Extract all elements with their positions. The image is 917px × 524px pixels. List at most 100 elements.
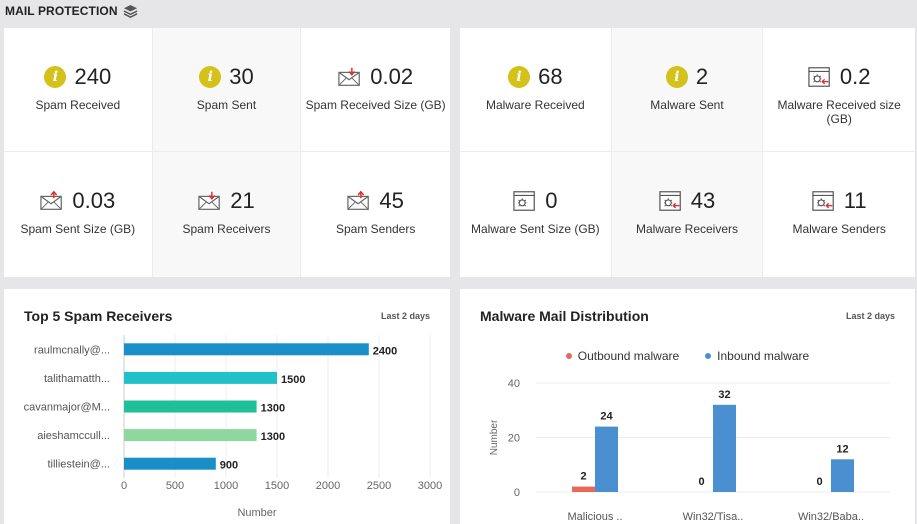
data-label: 1300: [261, 431, 285, 443]
metric-label: Malware Received: [485, 98, 585, 112]
metric-tile[interactable]: i 2 Malware Sent: [611, 28, 764, 152]
metric-value: 11: [843, 188, 867, 213]
metric-row: 45: [347, 188, 404, 214]
metric-label: Spam Receivers: [182, 222, 271, 236]
metric-label: Spam Sent Size (GB): [20, 222, 136, 236]
section-title: MAIL PROTECTION: [5, 4, 118, 18]
section-header: MAIL PROTECTION: [0, 0, 917, 22]
data-label: 2: [580, 471, 586, 483]
legend-label: Inbound malware: [717, 349, 810, 363]
metric-value: 43: [690, 188, 716, 213]
metric-value: 0.2: [839, 64, 871, 89]
legend-item[interactable]: Outbound malware: [565, 349, 680, 363]
x-tick-label: 500: [166, 480, 184, 492]
metric-label: Malware Received size (GB): [777, 98, 901, 126]
chart-title: Top 5 Spam Receivers: [24, 308, 173, 324]
metric-tile[interactable]: 11 Malware Senders: [763, 152, 915, 277]
metric-label: Malware Senders: [792, 222, 886, 236]
bar: [124, 343, 369, 356]
bar: [831, 459, 854, 492]
x-tick-label: 2500: [367, 480, 391, 492]
bug-window-in-icon: [659, 191, 681, 211]
metric-row: 21: [198, 188, 255, 214]
x-tick-label: 0: [121, 480, 127, 492]
metric-label: Malware Sent: [650, 98, 724, 112]
info-icon: i: [665, 66, 688, 88]
x-tick-label: 3000: [418, 480, 442, 492]
metric-tile[interactable]: 0.02 Spam Received Size (GB): [301, 28, 450, 152]
chart-period[interactable]: Last 2 days: [380, 311, 430, 321]
data-label: 900: [220, 460, 238, 472]
metric-row: 0.02: [338, 64, 413, 90]
metric-value: 68: [538, 64, 563, 89]
category-label: aieshamccull...: [37, 430, 110, 442]
data-label: 24: [600, 411, 613, 423]
y-tick-label: 20: [508, 433, 520, 445]
data-label: 12: [836, 443, 848, 455]
metric-row: i 68: [508, 64, 563, 90]
spam-receivers-chart: 0 500 1000 1500 2000 2500 3000 raulmcnally@... 2…: [24, 335, 442, 519]
bug-window-in-icon: [812, 191, 834, 211]
bar: [572, 486, 595, 492]
metric-row: 11: [812, 188, 867, 214]
spam-receivers-chart-panel: Top 5 Spam Receivers Last 2 days 0 500 100…: [4, 289, 450, 524]
malware-distribution-chart-panel: Malware Mail Distribution Last 2 days Ou…: [460, 289, 915, 524]
y-axis-title: Number: [489, 419, 500, 455]
metric-tile[interactable]: 43 Malware Receivers: [611, 152, 764, 277]
envelope-in-icon: [338, 67, 361, 86]
bar: [124, 371, 277, 384]
metric-row: 0: [513, 188, 557, 214]
metric-tile[interactable]: 45 Spam Senders: [301, 152, 450, 277]
category-label: Win32/Tisa..: [683, 511, 744, 523]
metric-tile[interactable]: i 30 Spam Sent: [152, 28, 302, 152]
metric-tile[interactable]: 0 Malware Sent Size (GB): [460, 152, 612, 277]
bug-window-icon: [513, 191, 536, 211]
metric-value: 30: [229, 64, 254, 89]
x-tick-label: 2000: [316, 480, 340, 492]
metric-value: 240: [74, 64, 112, 89]
chart-period[interactable]: Last 2 days: [845, 311, 895, 321]
data-label: 2400: [373, 345, 397, 357]
data-label: 0: [816, 476, 822, 488]
metric-label: Spam Sent: [196, 98, 257, 112]
category-label: Win32/Baba..: [798, 511, 864, 523]
metric-tile[interactable]: i 240 Spam Received: [4, 28, 153, 152]
bar: [124, 429, 257, 442]
metric-value: 0.03: [72, 188, 116, 213]
data-label: 1300: [261, 403, 285, 415]
envelope-out-icon: [40, 190, 63, 210]
metric-row: i 240: [44, 64, 111, 90]
metric-tile[interactable]: i 68 Malware Received: [460, 28, 612, 152]
envelope-out-icon: [347, 190, 370, 210]
metric-value: 0.02: [370, 64, 414, 89]
legend-dot: [705, 353, 712, 359]
metric-tile[interactable]: 21 Spam Receivers: [152, 152, 302, 277]
x-tick-label: 1000: [214, 480, 238, 492]
legend-label: Outbound malware: [577, 349, 680, 363]
envelope-in-icon: [198, 191, 221, 210]
y-tick-label: 0: [514, 487, 520, 499]
metric-tile[interactable]: 0.03 Spam Sent Size (GB): [4, 152, 153, 277]
category-label: cavanmajor@M...: [24, 402, 110, 414]
bug-window-in-icon: [808, 67, 830, 87]
x-axis-title: Number: [237, 507, 276, 519]
bar: [713, 404, 736, 492]
bar: [595, 426, 618, 492]
y-tick-label: 40: [508, 378, 520, 390]
chart-title: Malware Mail Distribution: [480, 308, 649, 324]
spam-metrics-panel: i 240 Spam Received i 30 Spam Sent 0.02 Spam Re…: [4, 28, 450, 277]
metric-row: 0.03: [40, 188, 115, 214]
metric-label: Spam Received: [35, 98, 121, 112]
metric-row: 43: [659, 188, 715, 214]
metric-value: 21: [230, 188, 255, 213]
malware-distribution-chart: 0 20 40 Number 2 24 Malicious .. 0 32 Win32/Tisa.…: [489, 378, 890, 523]
metric-tile[interactable]: 0.2 Malware Received size (GB): [763, 28, 915, 152]
bar: [124, 400, 257, 413]
legend-item[interactable]: Inbound malware: [705, 349, 809, 363]
legend-dot: [565, 353, 572, 359]
layers-icon[interactable]: [123, 4, 138, 19]
bar: [124, 457, 216, 470]
x-tick-label: 1500: [265, 480, 289, 492]
metric-value: 2: [695, 64, 709, 89]
